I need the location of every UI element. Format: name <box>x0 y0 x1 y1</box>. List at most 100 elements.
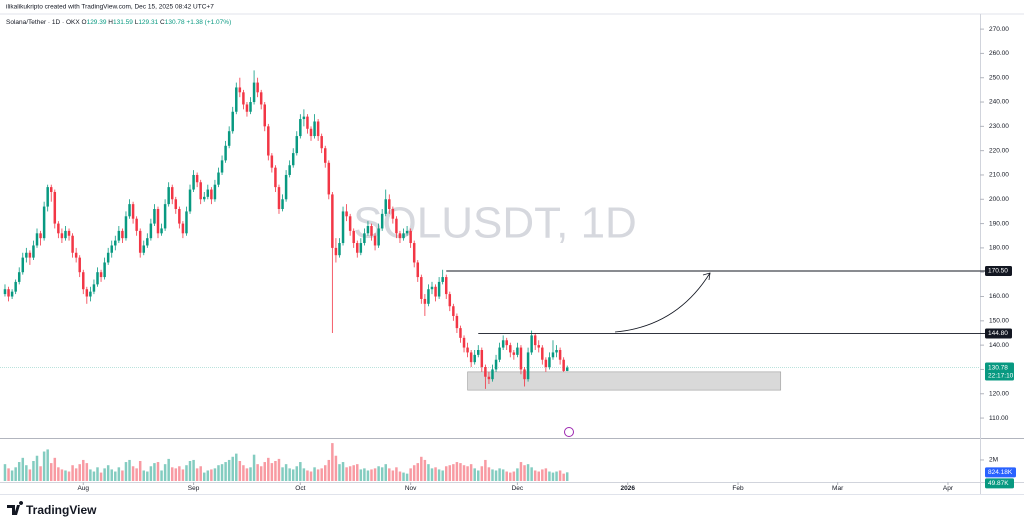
volume-bar <box>484 459 487 481</box>
volume-bar <box>352 465 355 481</box>
candle-body <box>267 126 270 156</box>
candle-body <box>213 184 217 200</box>
candle-body <box>60 233 64 239</box>
volume-bar <box>96 467 99 481</box>
watermark: SOLUSDT, 1D <box>353 199 637 248</box>
volume-bar <box>541 469 544 481</box>
volume-bar <box>21 457 25 481</box>
candle-body <box>14 281 17 292</box>
volume-bar <box>537 471 540 481</box>
candle-body <box>455 315 459 329</box>
candle-body <box>302 116 306 120</box>
volume-bar <box>32 461 35 481</box>
volume-bar <box>459 463 462 481</box>
last-price-label: 130.78 <box>988 364 1008 371</box>
volume-bar <box>188 461 192 481</box>
candle-body <box>163 204 167 229</box>
y-tick-label: 260.00 <box>989 50 1009 57</box>
volume-bar <box>28 469 32 481</box>
volume-bar <box>92 471 96 481</box>
candle-body <box>320 136 323 149</box>
volume-bar <box>252 454 256 481</box>
candle-body <box>49 187 53 192</box>
volume-bar <box>220 464 224 481</box>
last-price-tag <box>985 362 1014 381</box>
volume-bar <box>398 471 402 481</box>
ohlc-value: 129.39 <box>87 19 107 26</box>
event-icon <box>564 427 574 437</box>
candle-body <box>74 252 78 258</box>
candle-body <box>195 174 199 183</box>
y-tick-label: 220.00 <box>989 147 1009 154</box>
volume-bar <box>7 468 10 481</box>
candle-body <box>380 213 384 229</box>
candle-body <box>124 216 128 239</box>
candle-body <box>128 204 131 217</box>
candle-body <box>288 165 291 175</box>
candle-body <box>356 243 359 253</box>
volume-bar <box>402 472 405 481</box>
volume-bar <box>142 470 146 481</box>
candle-body <box>327 162 331 195</box>
candle-body <box>359 243 363 253</box>
volume-bar <box>377 466 380 481</box>
volume-bar <box>427 464 430 481</box>
candle-body <box>487 376 491 380</box>
volume-bar <box>477 470 480 481</box>
volume-bar <box>526 464 530 481</box>
volume-bar <box>156 462 160 481</box>
volume-bar <box>388 468 391 481</box>
candle-body <box>533 335 537 346</box>
candle-body <box>398 233 402 239</box>
header: ilikalikukripto created with TradingView… <box>6 4 214 11</box>
candle-body <box>281 199 284 209</box>
symbol: Solana/Tether · 1D · OKX <box>6 19 80 26</box>
candle-body <box>430 286 434 290</box>
volume-bar <box>373 468 377 481</box>
volume-bar <box>412 465 416 481</box>
candle-body <box>313 121 316 137</box>
candle-body <box>444 277 448 295</box>
volume-bar <box>25 465 28 481</box>
candle-body <box>338 243 341 256</box>
candle-body <box>210 189 213 200</box>
volume-bar <box>181 469 185 481</box>
volume-bar <box>498 468 501 481</box>
volume-bar <box>380 467 384 481</box>
candle-body <box>178 208 181 224</box>
candle-body <box>519 347 523 370</box>
volume-bar <box>64 470 67 481</box>
volume-bar <box>323 465 327 481</box>
volume-bar <box>53 457 57 481</box>
candle-body <box>227 131 231 146</box>
candle-body <box>284 174 288 200</box>
candle-body <box>46 187 49 207</box>
candle-body <box>526 352 530 380</box>
volume-bar <box>227 459 231 481</box>
candle-body <box>309 128 313 137</box>
support-zone <box>467 371 782 391</box>
candle-body <box>370 226 373 236</box>
volume-bar <box>516 468 519 481</box>
candle-body <box>96 272 99 285</box>
candle-body <box>477 349 480 355</box>
candle-body <box>192 174 195 190</box>
volume-bar <box>82 459 85 481</box>
candle-body <box>7 289 10 297</box>
volume-bar <box>320 468 323 481</box>
candle-body <box>323 148 327 163</box>
volume-bar <box>281 467 284 481</box>
volume-bar <box>480 466 484 481</box>
candle-body <box>199 182 202 200</box>
logo: TradingView <box>7 501 97 517</box>
volume-bar <box>338 464 341 481</box>
volume-bar <box>106 465 110 481</box>
volume-bar <box>366 470 370 481</box>
volume-bar <box>35 455 39 481</box>
volume-bar <box>192 459 195 481</box>
volume-bar <box>163 464 167 481</box>
volume-bar <box>195 468 199 481</box>
candle-body <box>85 289 89 297</box>
candle-body <box>416 262 420 278</box>
candle-body <box>231 111 234 132</box>
